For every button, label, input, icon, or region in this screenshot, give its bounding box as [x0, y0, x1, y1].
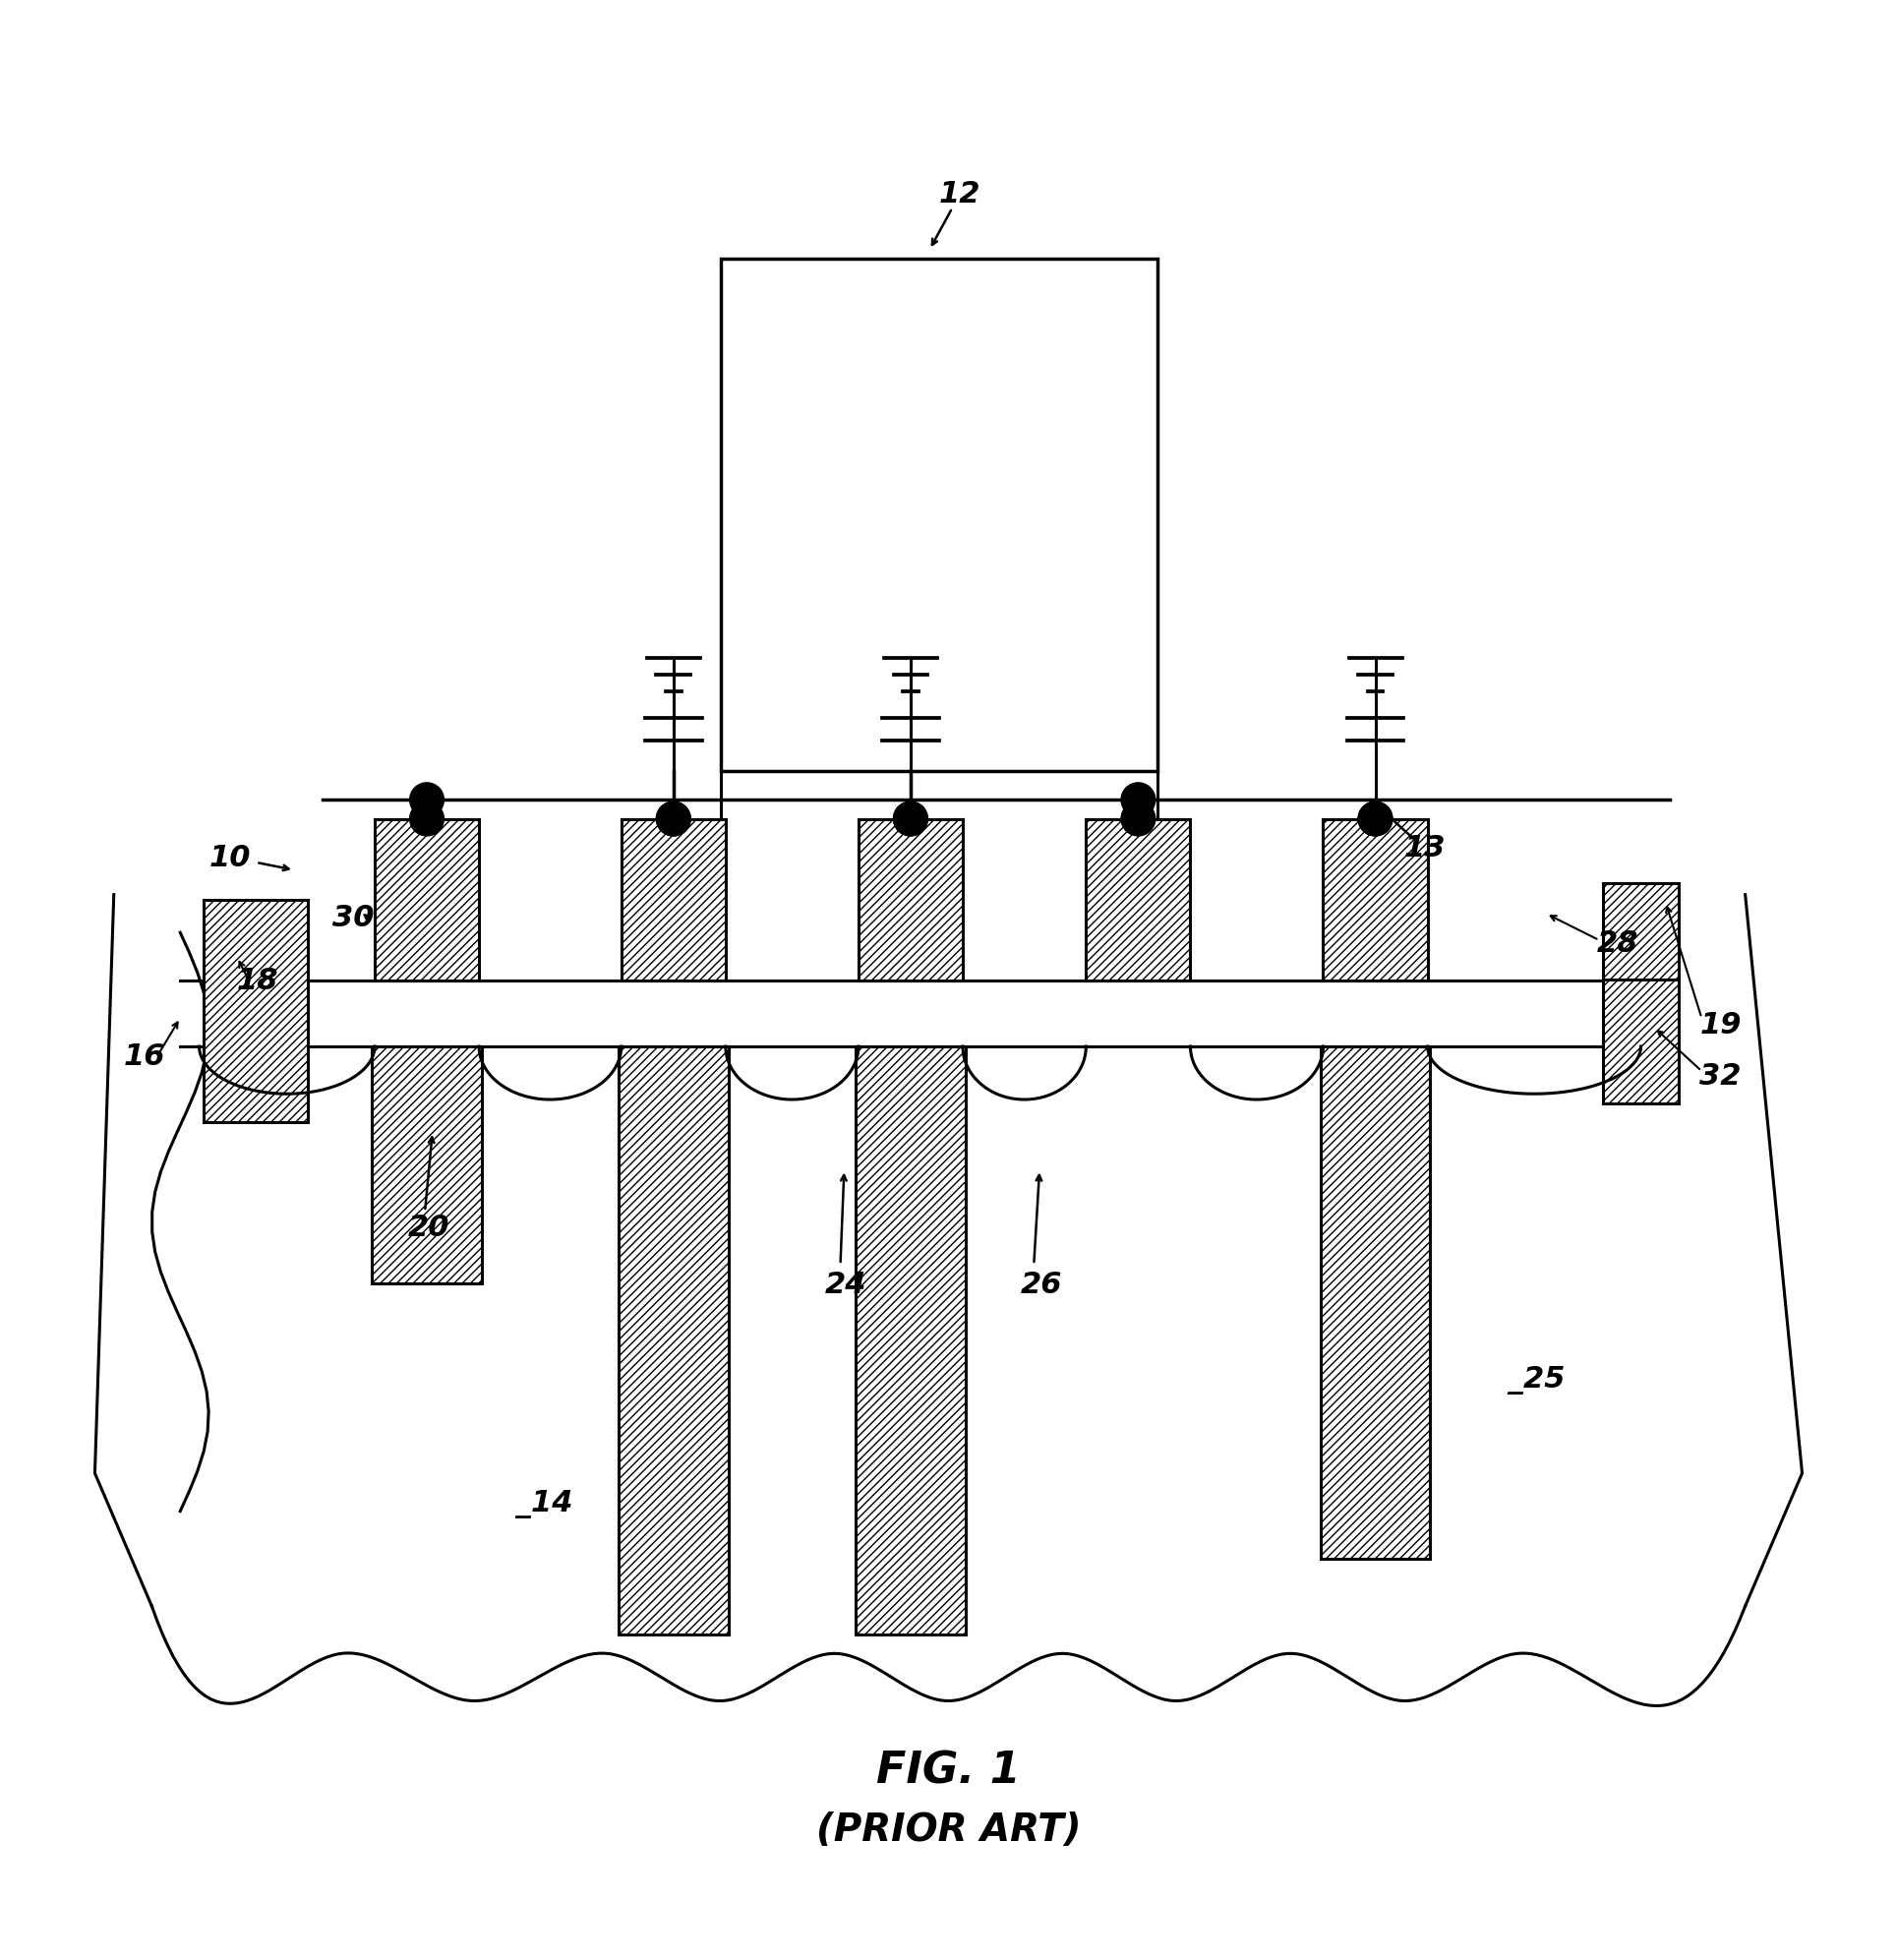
- Bar: [1603, 884, 1679, 980]
- Text: 24: 24: [825, 1270, 867, 1299]
- Circle shape: [893, 802, 928, 835]
- Text: 28: 28: [1597, 929, 1639, 956]
- Text: ̲25: ̲25: [1523, 1366, 1565, 1396]
- Bar: [857, 819, 962, 980]
- Bar: [620, 819, 725, 980]
- Bar: [376, 819, 478, 980]
- Circle shape: [1358, 802, 1392, 835]
- Bar: [372, 1047, 482, 1284]
- Text: (PRIOR ART): (PRIOR ART): [816, 1811, 1081, 1848]
- Text: 26: 26: [1021, 1270, 1062, 1299]
- Circle shape: [1121, 802, 1155, 835]
- Bar: [376, 819, 478, 980]
- Bar: [205, 900, 307, 1123]
- Text: 18: 18: [237, 966, 279, 996]
- Text: 13: 13: [1404, 835, 1446, 862]
- Bar: [1320, 1047, 1430, 1558]
- Text: FIG. 1: FIG. 1: [876, 1750, 1021, 1791]
- Bar: [856, 1047, 966, 1635]
- Bar: [1603, 980, 1679, 1103]
- Text: 12: 12: [939, 180, 981, 208]
- Bar: [618, 1047, 728, 1635]
- Bar: [205, 900, 307, 1123]
- Text: ̲14: ̲14: [531, 1490, 573, 1519]
- Text: 19: 19: [1700, 1011, 1741, 1039]
- Circle shape: [410, 802, 444, 835]
- Bar: [856, 1047, 966, 1635]
- Circle shape: [410, 782, 444, 817]
- Circle shape: [656, 802, 691, 835]
- Bar: [1324, 819, 1427, 980]
- Text: 16: 16: [123, 1043, 165, 1072]
- Bar: [620, 819, 725, 980]
- Text: 32: 32: [1700, 1062, 1741, 1090]
- Bar: [372, 1047, 482, 1284]
- Bar: [1085, 819, 1191, 980]
- Text: 20: 20: [408, 1213, 450, 1243]
- Circle shape: [1358, 802, 1392, 835]
- Circle shape: [893, 802, 928, 835]
- Bar: [1320, 1047, 1430, 1558]
- Bar: [1603, 884, 1679, 980]
- Bar: [857, 819, 962, 980]
- Bar: [1603, 980, 1679, 1103]
- Bar: [1324, 819, 1427, 980]
- Text: 30: 30: [332, 904, 374, 933]
- Bar: [1085, 819, 1191, 980]
- Circle shape: [1121, 782, 1155, 817]
- Bar: [721, 259, 1157, 772]
- Circle shape: [656, 802, 691, 835]
- Bar: [618, 1047, 728, 1635]
- Text: 10: 10: [209, 843, 250, 872]
